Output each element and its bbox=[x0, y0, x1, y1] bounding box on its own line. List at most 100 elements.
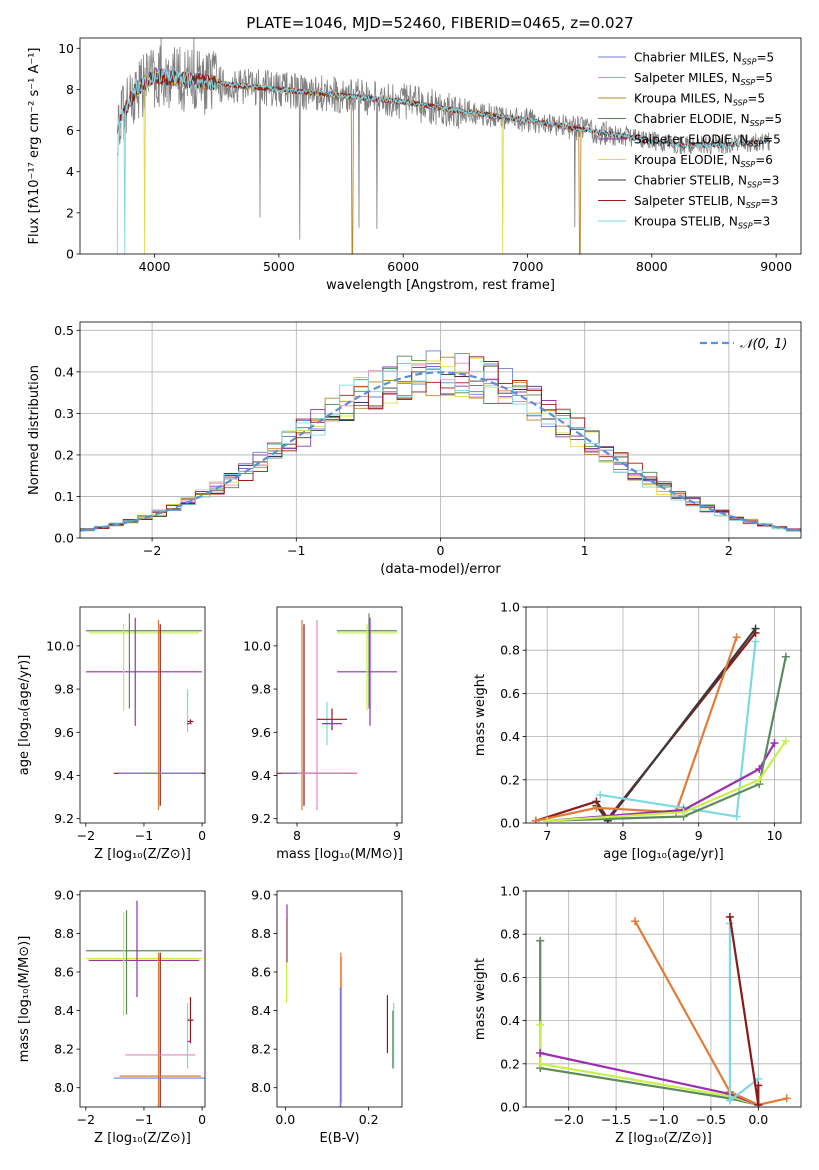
plus-marker bbox=[751, 624, 760, 633]
y-tick-label: 9.2 bbox=[251, 811, 271, 826]
errorbar-point bbox=[187, 719, 194, 724]
x-tick-label: 9 bbox=[393, 828, 401, 843]
plus-marker bbox=[781, 736, 790, 745]
legend-series-name: Kroupa ELODIE bbox=[634, 153, 724, 167]
x-tick-label: −1 bbox=[287, 543, 305, 558]
y-axis-label: Normed distribution bbox=[27, 365, 42, 495]
legend-series-name: Salpeter ELODIE bbox=[634, 133, 732, 147]
mass-weight-line bbox=[535, 632, 757, 822]
y-axis-label: mass [log₁₀(M/M⊙)] bbox=[17, 936, 32, 1063]
x-axis-label: (data-model)/error bbox=[380, 562, 501, 577]
legend-series-name: Salpeter STELIB bbox=[634, 194, 729, 208]
y-tick-label: 9.0 bbox=[251, 887, 271, 902]
y-tick-label: 6 bbox=[66, 123, 74, 138]
legend-nssp-subscript: SSP bbox=[748, 140, 763, 149]
x-tick-label: 0.2 bbox=[359, 1112, 379, 1127]
y-tick-label: 0.6 bbox=[500, 686, 520, 701]
y-tick-label: 9.2 bbox=[54, 811, 74, 826]
x-tick-label: −2 bbox=[77, 828, 95, 843]
mass-weight-line bbox=[728, 916, 760, 1105]
y-tick-label: 0.3 bbox=[54, 406, 74, 421]
legend-series-name: Chabrier MILES bbox=[634, 51, 725, 65]
legend-series-name: Salpeter MILES bbox=[634, 71, 724, 85]
x-tick-label: −0.5 bbox=[696, 1112, 726, 1127]
y-axis-label: Flux [fλ10⁻¹⁷ erg cm⁻² s⁻¹ A⁻¹] bbox=[27, 48, 42, 245]
legend-nssp-label: N bbox=[739, 133, 748, 147]
mass-weight-line bbox=[535, 636, 738, 822]
y-tick-label: 8.6 bbox=[54, 965, 74, 980]
mass-weight-line bbox=[547, 656, 787, 822]
y-tick-label: 8.2 bbox=[54, 1042, 74, 1057]
histogram-step bbox=[80, 368, 801, 532]
x-tick-label: 0 bbox=[198, 1112, 206, 1127]
y-tick-label: 9.0 bbox=[54, 887, 74, 902]
legend-nssp-subscript: SSP bbox=[733, 99, 748, 108]
legend-entry: Salpeter ELODIE, NSSP=5 bbox=[634, 133, 781, 149]
x-axis-label: mass [log₁₀(M/M⊙)] bbox=[276, 847, 403, 862]
y-tick-label: 0.4 bbox=[500, 729, 520, 744]
x-axis-label: Z [log₁₀(Z/Z⊙)] bbox=[615, 1131, 712, 1146]
y-tick-label: 0.6 bbox=[500, 970, 520, 985]
axes-1: 𝒩(0, 1) −2 −1 0 1 2 0.0 0.1 0.2 0.3 0.4 0.5 (data-mo… bbox=[27, 321, 802, 577]
plus-marker bbox=[536, 1059, 545, 1068]
y-tick-label: 0.2 bbox=[500, 772, 520, 787]
y-tick-label: 8.4 bbox=[54, 1003, 74, 1018]
y-tick-label: 9.4 bbox=[54, 768, 74, 783]
y-tick-label: 4 bbox=[66, 164, 74, 179]
y-tick-label: 8.6 bbox=[251, 965, 271, 980]
y-axis-label: mass weight bbox=[473, 674, 488, 756]
y-tick-label: 9.8 bbox=[54, 682, 74, 697]
legend-separator: , bbox=[730, 174, 738, 188]
legend-nssp-subscript: SSP bbox=[741, 78, 756, 87]
y-tick-label: 9.6 bbox=[54, 725, 74, 740]
x-tick-label: 2 bbox=[725, 543, 733, 558]
plus-marker bbox=[782, 1094, 791, 1103]
y-tick-label: 0.2 bbox=[500, 1056, 520, 1071]
legend-nssp-subscript: SSP bbox=[750, 119, 765, 128]
legend-entry: Chabrier STELIB, NSSP=3 bbox=[634, 174, 779, 190]
legend-nssp-subscript: SSP bbox=[742, 58, 757, 67]
legend-nssp-label: N bbox=[738, 174, 747, 188]
axes-3: 8 9 9.2 9.4 9.6 9.8 10.0 mass [log₁₀(M/M⊙)] bbox=[243, 606, 403, 862]
plot-area bbox=[277, 613, 397, 811]
y-tick-label: 10.0 bbox=[243, 638, 271, 653]
legend-nssp-subscript: SSP bbox=[746, 201, 761, 210]
legend-nssp-value: =5 bbox=[755, 71, 773, 85]
x-tick-label: −1 bbox=[135, 828, 153, 843]
y-axis-label: mass weight bbox=[473, 958, 488, 1040]
legend-separator: , bbox=[724, 71, 732, 85]
plot-area bbox=[85, 900, 205, 1107]
plus-marker bbox=[543, 816, 552, 823]
legend-separator: , bbox=[733, 112, 741, 126]
x-axis-label: wavelength [Angstrom, rest frame] bbox=[326, 278, 555, 293]
plus-marker bbox=[531, 816, 540, 823]
plus-marker bbox=[592, 803, 601, 812]
legend-separator: , bbox=[716, 92, 724, 106]
legend-entry: Chabrier ELODIE, NSSP=5 bbox=[634, 112, 782, 128]
y-tick-label: 8 bbox=[66, 82, 74, 97]
axes-frame bbox=[525, 606, 802, 824]
x-tick-label: 0.0 bbox=[748, 1112, 768, 1127]
y-tick-label: 9.4 bbox=[251, 768, 271, 783]
errorbar-point bbox=[322, 719, 342, 728]
axes-5: −2 −1 0 8.0 8.2 8.4 8.6 8.8 9.0 Z [log₁₀(Z/Z⊙)] ma… bbox=[17, 887, 206, 1146]
x-tick-label: −1.5 bbox=[601, 1112, 631, 1127]
legend-nssp-label: N bbox=[732, 71, 741, 85]
plus-marker bbox=[751, 637, 760, 646]
x-tick-label: 10 bbox=[767, 828, 783, 843]
plus-marker bbox=[725, 912, 734, 921]
y-tick-label: 8.2 bbox=[251, 1042, 271, 1057]
legend-nssp-subscript: SSP bbox=[738, 222, 753, 231]
plus-marker bbox=[679, 808, 688, 817]
histogram-legend: 𝒩(0, 1) bbox=[700, 337, 787, 352]
x-axis-label: age [log₁₀(age/yr)] bbox=[603, 847, 724, 862]
plot-area bbox=[536, 912, 791, 1107]
y-tick-label: 0.1 bbox=[54, 489, 74, 504]
legend-nssp-label: N bbox=[733, 51, 742, 65]
y-tick-label: 0.4 bbox=[500, 1013, 520, 1028]
plot-area bbox=[531, 624, 790, 823]
y-tick-label: 9.8 bbox=[251, 682, 271, 697]
legend-series-name: Kroupa MILES bbox=[634, 92, 716, 106]
legend-nssp-value: =3 bbox=[753, 215, 771, 229]
